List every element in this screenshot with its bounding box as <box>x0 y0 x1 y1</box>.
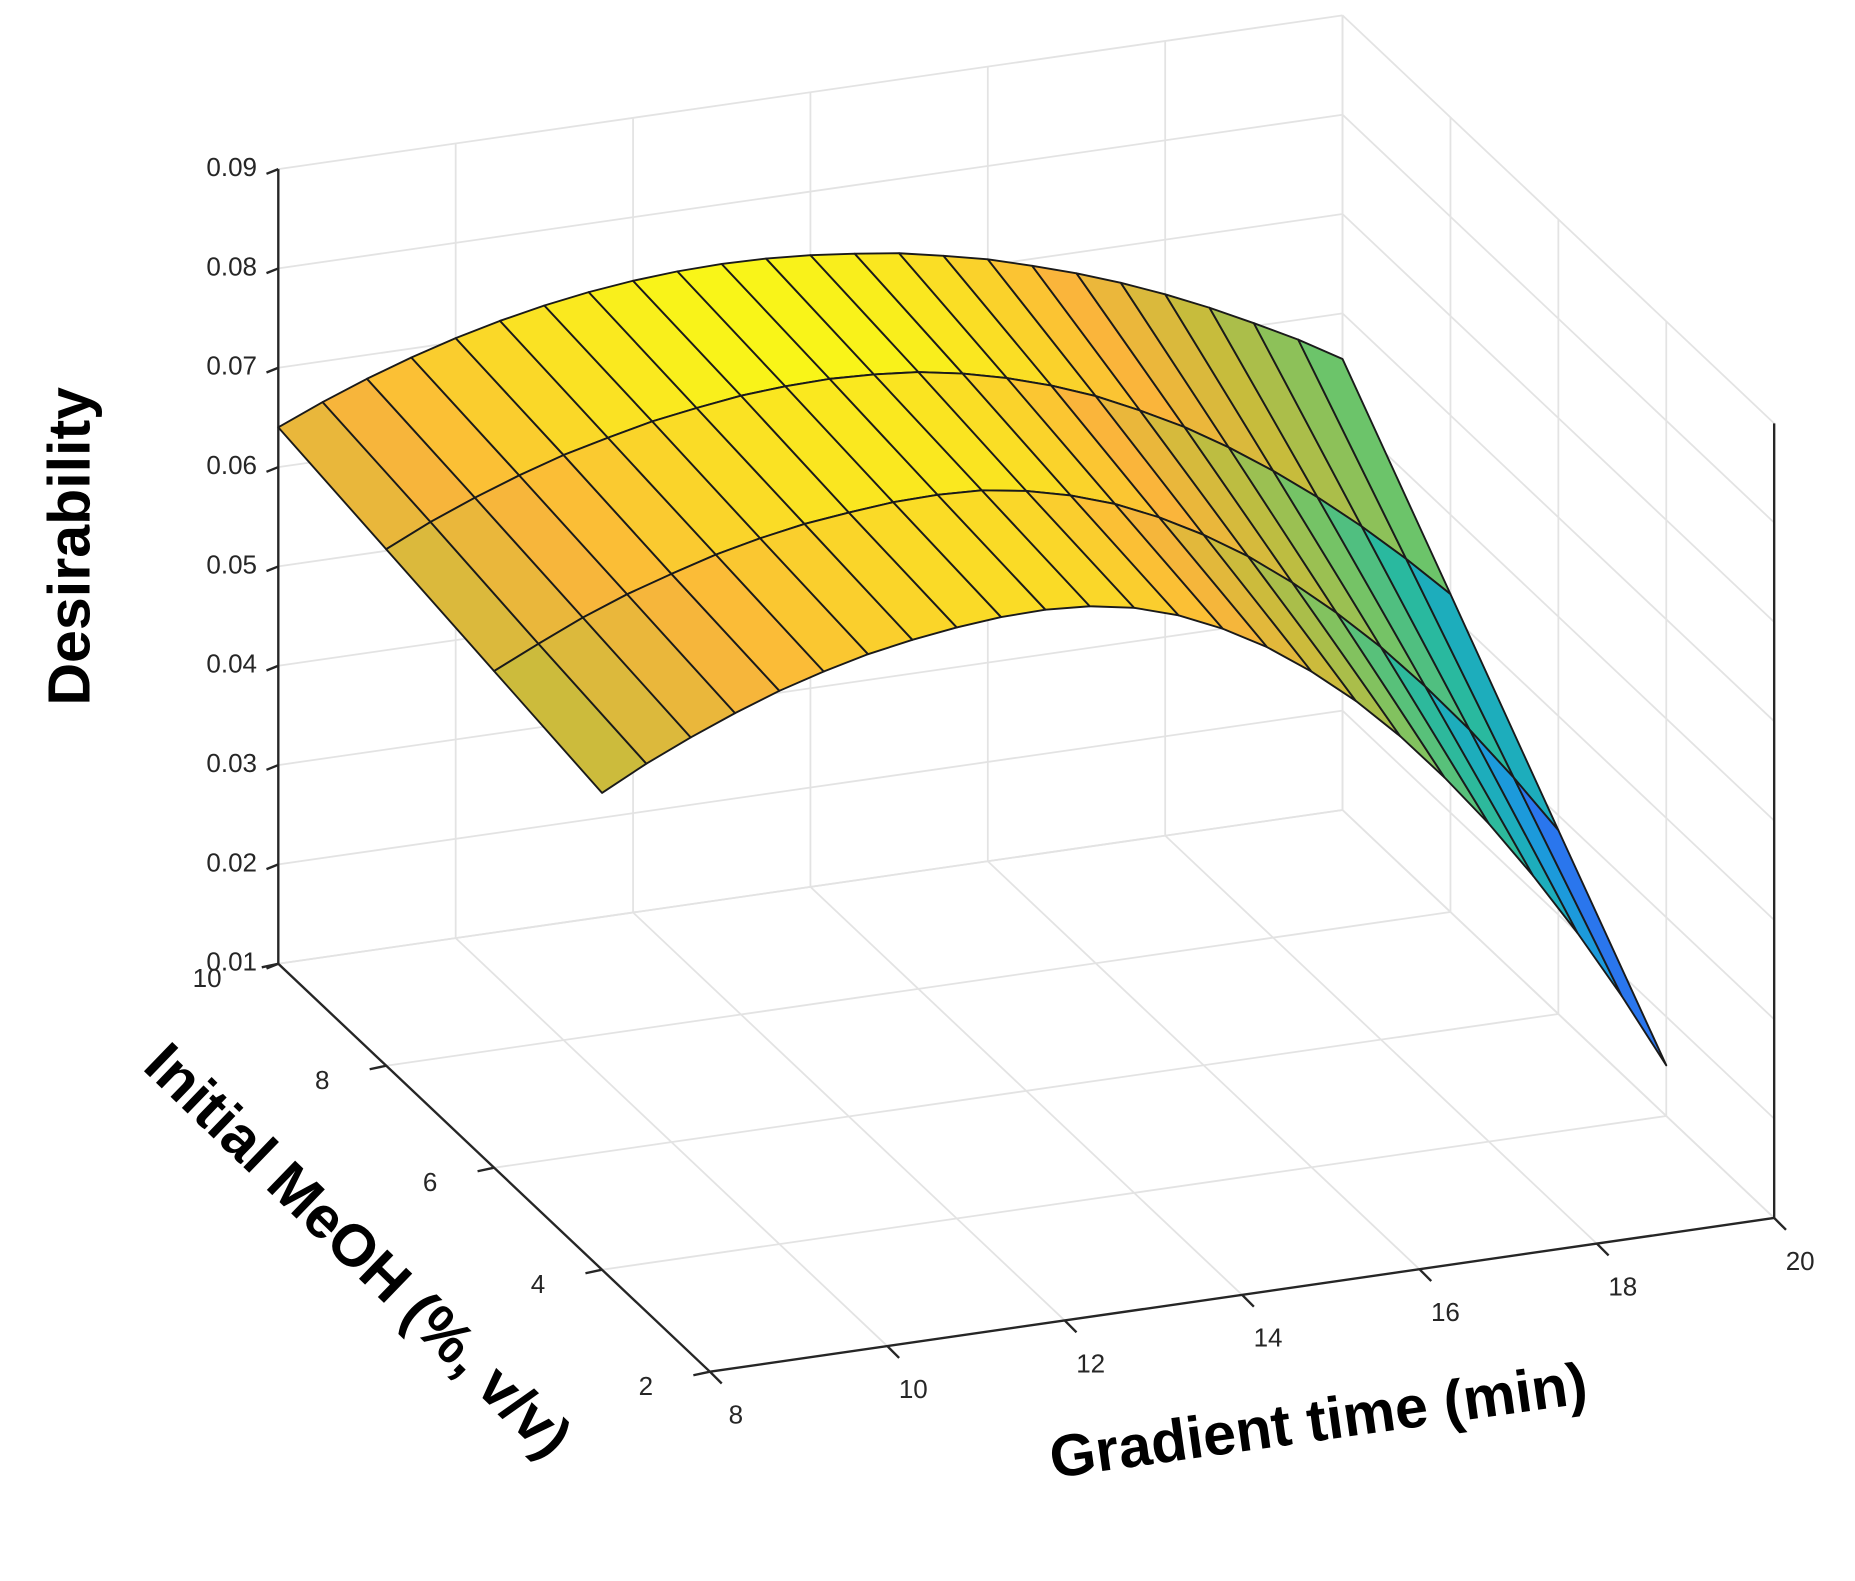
axes-box <box>261 14 1787 1385</box>
y-tick-label: 6 <box>423 1167 437 1197</box>
grid-line <box>278 809 1343 965</box>
grid-line <box>601 1115 1667 1271</box>
tick-mark <box>585 1268 603 1275</box>
tick-mark <box>693 1370 711 1377</box>
tick-mark <box>266 366 279 374</box>
x-axis-title: Gradient time (min) <box>1045 1349 1591 1491</box>
tick-mark <box>1773 1217 1787 1231</box>
tick-mark <box>266 465 279 473</box>
z-tick-label: 0.08 <box>206 251 257 281</box>
labels: 0.01 0.02 0.03 0.04 0.05 0.06 0.07 0.08 0.09 2 4 6 8… <box>193 152 1815 1430</box>
grid-line <box>278 610 1343 766</box>
tick-mark <box>1063 1319 1078 1334</box>
grid-line <box>493 1013 1559 1169</box>
z-axis-title: Desirability <box>35 387 102 706</box>
x-tick-label: 14 <box>1254 1323 1283 1353</box>
x-tick-label: 20 <box>1786 1246 1815 1276</box>
x-tick-label: 10 <box>899 1374 928 1404</box>
x-tick-label: 8 <box>729 1400 743 1430</box>
z-tick-label: 0.05 <box>206 549 257 579</box>
x-tick-label: 12 <box>1076 1348 1105 1378</box>
tick-mark <box>1595 1242 1610 1257</box>
grid-line <box>1341 412 1775 822</box>
z-tick-label: 0.06 <box>206 450 257 480</box>
tick-mark <box>266 664 279 672</box>
y-tick-label: 10 <box>193 963 222 993</box>
grid-line <box>278 709 1343 866</box>
y-tick-label: 4 <box>531 1269 545 1299</box>
grid-line <box>1341 710 1775 1120</box>
tick-mark <box>266 267 279 275</box>
y-tick-label: 2 <box>639 1371 653 1401</box>
z-tick-label: 0.02 <box>206 847 257 877</box>
x-tick-label: 18 <box>1608 1271 1637 1301</box>
tick-mark <box>261 962 279 969</box>
z-tick-label: 0.03 <box>206 748 257 778</box>
x-tick-label: 16 <box>1431 1297 1460 1327</box>
z-tick-label: 0.07 <box>206 351 257 381</box>
z-tick-label: 0.04 <box>206 649 257 679</box>
tick-mark <box>266 763 279 771</box>
grid-line <box>278 113 1343 270</box>
tick-mark <box>266 863 279 871</box>
grid-line <box>1341 312 1775 722</box>
tick-mark <box>266 167 279 175</box>
z-tick-label: 0.01 <box>206 947 257 977</box>
grid-line <box>1341 114 1775 524</box>
grid-line <box>1341 809 1775 1219</box>
tick-mark <box>477 1166 495 1173</box>
grid-line <box>1341 213 1775 623</box>
tick-mark <box>1418 1268 1433 1282</box>
tick-mark <box>369 1064 387 1071</box>
y-axis-title: Initial MeOH (%, v/v) <box>132 1030 585 1471</box>
tick-mark <box>266 565 279 573</box>
grid-line <box>278 14 1343 170</box>
surface <box>277 252 1668 1067</box>
surface-patch <box>1513 777 1668 1067</box>
tick-mark <box>1241 1293 1255 1308</box>
surface-patch <box>1468 728 1623 998</box>
z-tick-label: 0.09 <box>206 152 257 182</box>
grid-line <box>1341 14 1775 424</box>
y-tick-label: 8 <box>315 1065 329 1095</box>
grid-line <box>386 911 1451 1067</box>
tick-mark <box>886 1345 900 1359</box>
tick-mark <box>709 1370 723 1385</box>
